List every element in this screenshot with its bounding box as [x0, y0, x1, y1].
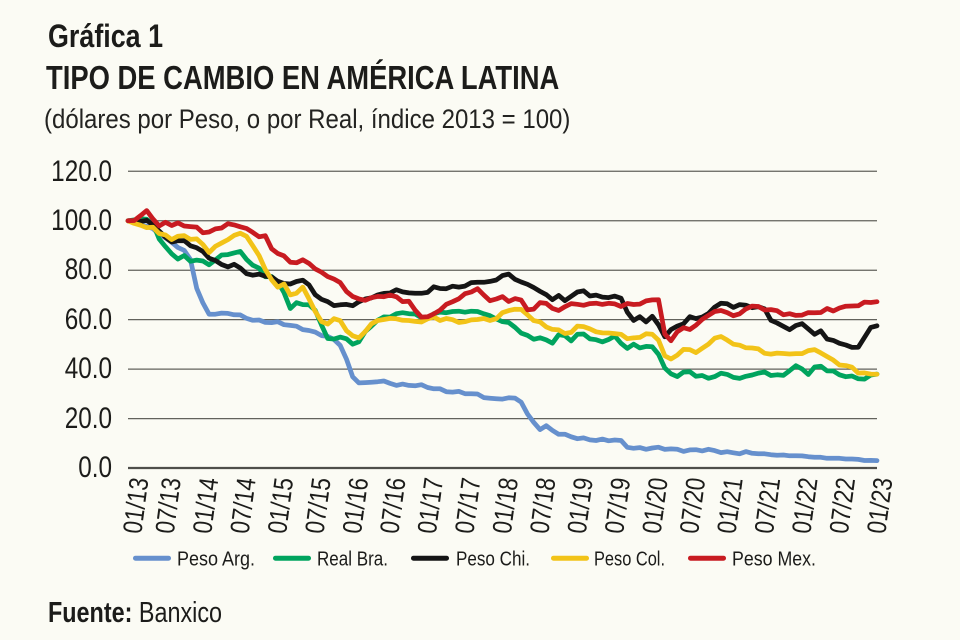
svg-text:07/13: 07/13	[151, 476, 188, 535]
svg-text:07/15: 07/15	[300, 476, 337, 535]
svg-text:01/23: 01/23	[862, 476, 899, 535]
svg-text:07/16: 07/16	[375, 476, 412, 535]
svg-text:Peso Col.: Peso Col.	[594, 547, 665, 570]
svg-text:07/20: 07/20	[675, 476, 712, 535]
svg-text:Peso Chi.: Peso Chi.	[456, 547, 530, 570]
svg-text:07/21: 07/21	[750, 476, 787, 535]
svg-text:Peso Mex.: Peso Mex.	[732, 547, 816, 570]
svg-text:Peso Arg.: Peso Arg.	[177, 547, 255, 570]
svg-text:01/15: 01/15	[263, 476, 300, 535]
svg-text:01/22: 01/22	[787, 476, 824, 535]
svg-text:01/19: 01/19	[563, 476, 600, 535]
svg-text:01/17: 01/17	[413, 476, 450, 535]
svg-text:01/13: 01/13	[118, 476, 155, 535]
svg-text:01/18: 01/18	[488, 476, 525, 535]
svg-text:Real Bra.: Real Bra.	[317, 547, 388, 570]
svg-text:07/18: 07/18	[525, 476, 562, 535]
svg-text:07/17: 07/17	[450, 476, 487, 535]
svg-text:01/16: 01/16	[338, 476, 375, 535]
svg-text:07/22: 07/22	[825, 476, 862, 535]
svg-text:01/20: 01/20	[638, 476, 675, 535]
svg-text:01/21: 01/21	[712, 476, 749, 535]
svg-text:07/19: 07/19	[600, 476, 637, 535]
svg-text:07/14: 07/14	[226, 476, 263, 535]
svg-text:01/14: 01/14	[188, 476, 225, 535]
